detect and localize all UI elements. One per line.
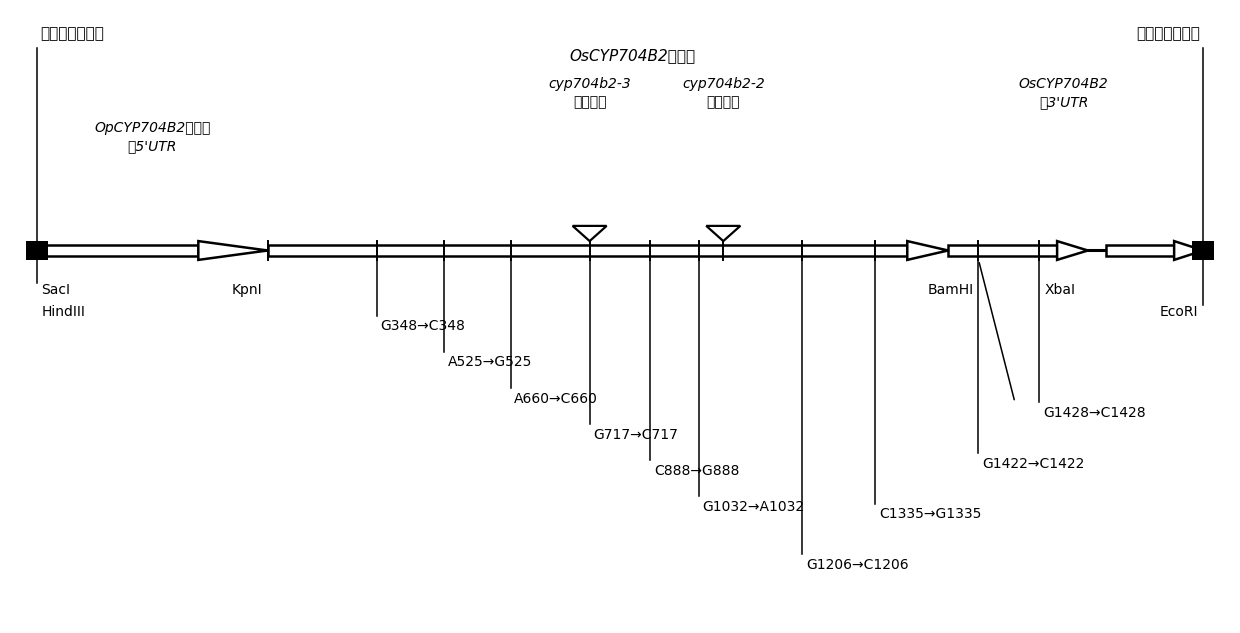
Text: XbaI: XbaI [1044,283,1075,297]
Text: 突变位点: 突变位点 [707,96,740,110]
Bar [1106,246,1174,256]
Text: SacI: SacI [42,283,71,297]
Text: BamHI: BamHI [928,283,973,297]
Text: G1428→C1428: G1428→C1428 [1043,406,1146,420]
Text: 的3'UTR: 的3'UTR [1039,96,1089,110]
Text: 和5'UTR: 和5'UTR [128,139,177,153]
Text: A660→C660: A660→C660 [515,392,598,406]
Bar [949,246,1058,256]
Text: C1335→G1335: C1335→G1335 [879,507,981,522]
Text: G1422→C1422: G1422→C1422 [982,456,1085,471]
Text: KpnI: KpnI [232,283,263,297]
Text: C888→G888: C888→G888 [653,464,739,478]
Polygon shape [908,241,949,260]
Text: EcoRI: EcoRI [1159,304,1198,319]
Text: 左侧多克隆位点: 左侧多克隆位点 [41,26,104,41]
Bar [37,246,198,256]
Text: A525→G525: A525→G525 [448,355,532,370]
Text: OpCYP704B2启动子: OpCYP704B2启动子 [94,121,211,135]
Bar [26,241,47,260]
Text: OsCYP704B2: OsCYP704B2 [1019,77,1109,91]
Polygon shape [573,226,606,241]
Bar [1193,241,1214,260]
Polygon shape [707,226,740,241]
Polygon shape [1058,241,1087,260]
Text: G348→C348: G348→C348 [381,319,465,333]
Text: HindIII: HindIII [42,304,86,319]
Text: 右侧多克隆位点: 右侧多克隆位点 [1136,26,1199,41]
Polygon shape [1174,241,1203,260]
Text: cyp704b2-3: cyp704b2-3 [548,77,631,91]
Bar [268,246,908,256]
Text: 突变位点: 突变位点 [573,96,606,110]
Text: G1032→A1032: G1032→A1032 [703,500,805,514]
Text: G1206→C1206: G1206→C1206 [806,558,909,572]
Polygon shape [198,241,268,260]
Text: cyp704b2-2: cyp704b2-2 [682,77,765,91]
Text: OsCYP704B2编码区: OsCYP704B2编码区 [569,48,696,63]
Text: G717→C717: G717→C717 [593,428,678,442]
